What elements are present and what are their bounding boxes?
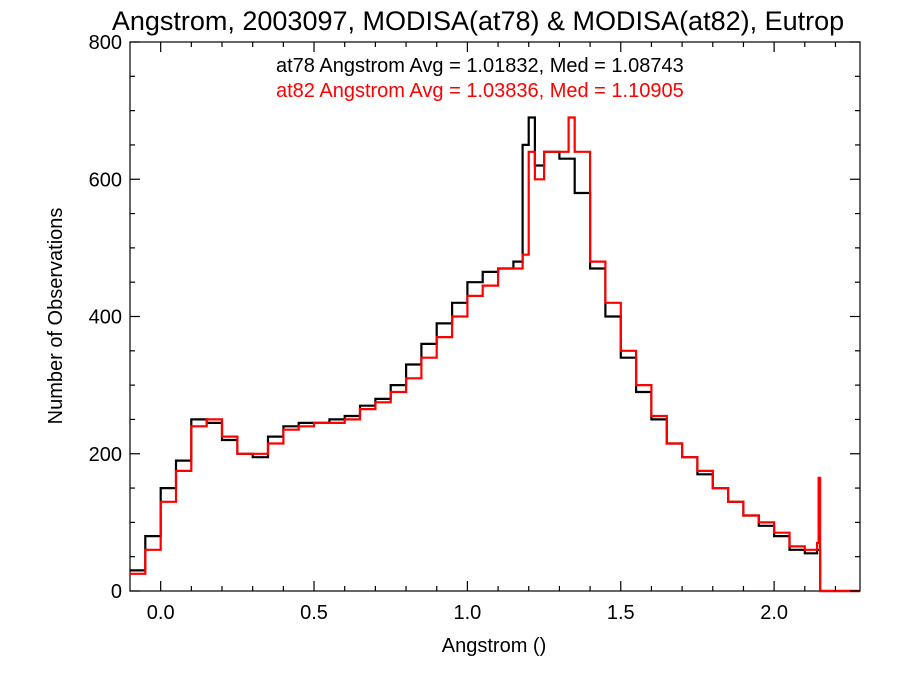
x-tick-label: 2.0 [760, 602, 788, 624]
y-tick-label: 0 [111, 581, 122, 603]
chart-title: Angstrom, 2003097, MODISA(at78) & MODISA… [112, 6, 844, 36]
plot-area: 0.0 0.5 1.0 1.5 2.0 0 200 400 600 800 [89, 32, 861, 624]
legend-entry-2: at82 Angstrom Avg = 1.03836, Med = 1.109… [276, 80, 684, 102]
y-tick-label: 800 [89, 32, 122, 54]
x-axis-label: Angstrom () [442, 635, 546, 657]
x-tick-label: 0.0 [147, 602, 175, 624]
series-line-1 [130, 116, 860, 593]
x-tick-label: 1.5 [607, 602, 635, 624]
y-axis-label: Number of Observations [45, 208, 67, 425]
series-group [130, 116, 860, 593]
y-tick-label: 400 [89, 307, 122, 329]
legend-entry-1: at78 Angstrom Avg = 1.01832, Med = 1.087… [276, 55, 684, 77]
x-axis: 0.0 0.5 1.0 1.5 2.0 [147, 42, 837, 624]
plot-frame [129, 41, 861, 592]
x-tick-label: 0.5 [300, 602, 328, 624]
y-tick-label: 200 [89, 444, 122, 466]
legend: at78 Angstrom Avg = 1.01832, Med = 1.087… [276, 55, 684, 102]
series-line-2 [130, 116, 860, 593]
y-tick-label: 600 [89, 169, 122, 191]
y-axis: 0 200 400 600 800 [89, 32, 860, 603]
x-tick-label: 1.0 [453, 602, 481, 624]
